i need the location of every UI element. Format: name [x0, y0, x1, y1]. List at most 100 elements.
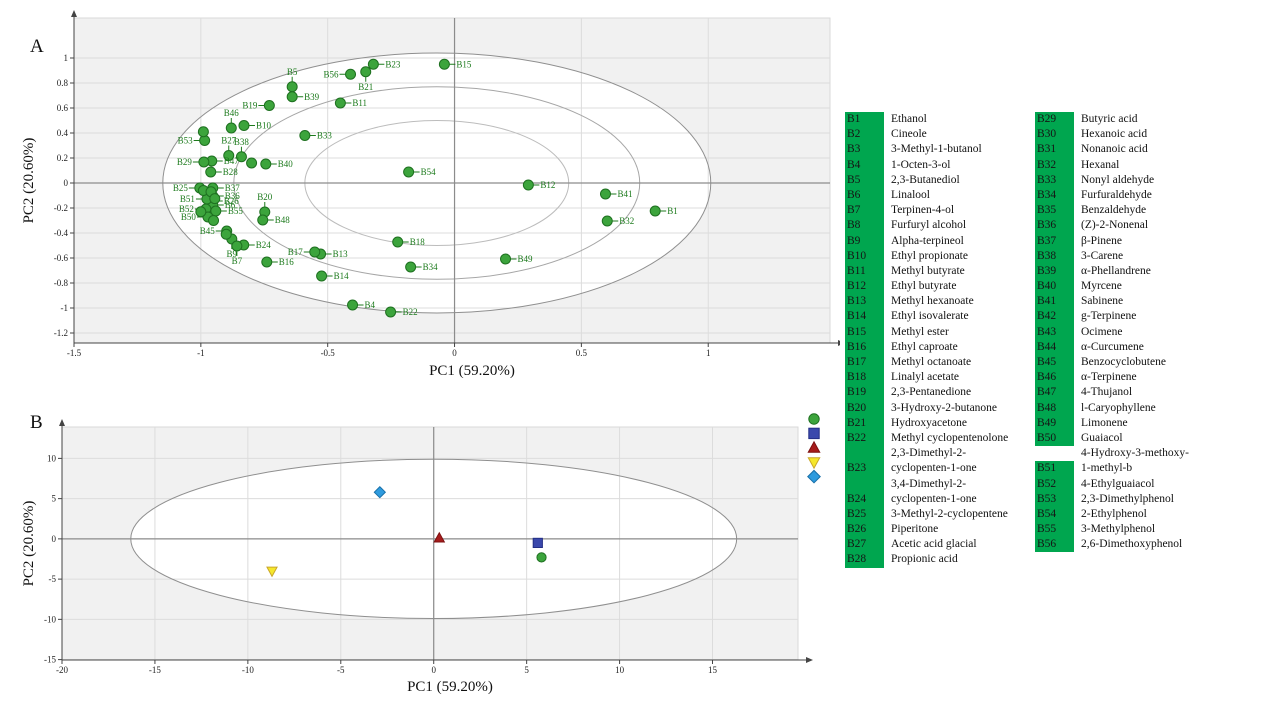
compound-row: B29 Butyric acid — [1035, 112, 1189, 128]
compound-name: 2-Ethylphenol — [1081, 507, 1147, 520]
compound-name: Nonyl aldehyde — [1081, 173, 1155, 186]
compound-table: B1 Ethanol B2 Cineole B3 3-Methyl-1-butanol B4… — [845, 112, 1264, 572]
data-point — [220, 228, 232, 240]
compound-name: Methyl butyrate — [891, 264, 965, 277]
point-label-B5: B5 — [287, 67, 298, 77]
compound-name: Hydroxyacetone — [891, 416, 967, 429]
compound-row: 3,4-Dimethyl-2- — [845, 476, 1008, 492]
compound-name: l-Caryophyllene — [1081, 401, 1156, 414]
data-point-B14 — [316, 270, 328, 282]
point-label-B47: B47 — [224, 156, 240, 166]
compound-name: Terpinen-4-ol — [891, 204, 955, 217]
compound-name: 3-Methylphenol — [1081, 523, 1156, 536]
compound-code: B29 — [1035, 112, 1074, 128]
compound-name: Ethyl caproate — [891, 340, 958, 353]
point-label-B36: B36 — [225, 191, 241, 201]
legend-marker-navy — [808, 427, 820, 440]
data-point-B33 — [299, 130, 311, 141]
point-label-B52: B52 — [179, 204, 194, 214]
compound-row: B4 1-Octen-3-ol — [845, 157, 1008, 173]
data-point-B48 — [257, 214, 269, 226]
point-label-B20: B20 — [257, 192, 273, 202]
compound-code: B18 — [845, 370, 884, 386]
x-axis-title: PC1 (59.20%) — [407, 679, 493, 695]
compound-row: B54 2-Ethylphenol — [1035, 506, 1189, 523]
compound-name: 4-Ethylguaiacol — [1081, 477, 1155, 490]
compound-name: Ethyl butyrate — [891, 280, 957, 293]
compound-code: B25 — [845, 506, 884, 523]
point-label-B12: B12 — [540, 180, 555, 190]
compound-name: Piperitone — [891, 523, 939, 536]
data-point-B1 — [649, 205, 661, 217]
compound-code: B51 — [1035, 461, 1074, 477]
y-axis-title: PC2 (20.60%) — [21, 501, 37, 587]
x-tick-label: 15 — [708, 665, 718, 675]
data-point-B40 — [260, 158, 272, 170]
panel-a-plot: 1 0.8 0.6 0.4 0.2 0 -0.2 -0.4 -0.6 -0.8 -1 -1.2 -1.5… — [21, 10, 840, 379]
data-point-B41 — [599, 188, 611, 200]
data-point-B10 — [238, 120, 250, 131]
compound-row: B15 Methyl ester — [845, 324, 1008, 340]
compound-name: cyclopenten-1-one — [891, 492, 977, 505]
data-point-B49 — [500, 253, 512, 265]
compound-code: B38 — [1035, 248, 1074, 264]
compound-name: 3-Methyl-1-butanol — [891, 143, 982, 156]
point-label-B11: B11 — [352, 98, 367, 108]
compound-row: B27 Acetic acid glacial — [845, 537, 1008, 553]
compound-code: B7 — [845, 203, 884, 219]
point-label-B56: B56 — [324, 69, 340, 79]
compound-code: B4 — [845, 157, 884, 173]
compound-name: Linalool — [891, 188, 930, 201]
compound-name: α-Curcumene — [1081, 340, 1144, 353]
compound-name: cyclopenten-1-one — [891, 462, 977, 475]
compound-row: B20 3-Hydroxy-2-butanone — [845, 400, 1008, 416]
point-label-B45: B45 — [200, 226, 216, 236]
compound-code: B9 — [845, 233, 884, 249]
compound-code — [845, 446, 884, 462]
compound-row: B37 β-Pinene — [1035, 233, 1189, 249]
compound-name: 1-methyl-b — [1081, 462, 1133, 475]
y-tick-label: 10 — [47, 453, 57, 463]
data-point-B7 — [231, 240, 243, 252]
compound-row: B52 4-Ethylguaiacol — [1035, 476, 1189, 492]
compound-code: B31 — [1035, 142, 1074, 158]
point-label-B41: B41 — [617, 189, 632, 199]
compound-name: Ocimene — [1081, 325, 1123, 338]
data-point — [433, 531, 446, 543]
panel-b-letter: B — [30, 412, 43, 433]
compound-name: Acetic acid glacial — [891, 538, 977, 551]
compound-table-column-1: B1 Ethanol B2 Cineole B3 3-Methyl-1-butanol B4… — [845, 112, 1008, 568]
compound-row: B14 Ethyl isovalerate — [845, 309, 1008, 325]
point-label-B29: B29 — [177, 157, 193, 167]
x-axis-arrow-icon — [838, 340, 840, 346]
data-point-B19 — [263, 100, 275, 111]
point-label-B38: B38 — [234, 137, 250, 147]
compound-name: Cineole — [891, 128, 927, 141]
y-tick-label: -0.6 — [54, 253, 69, 263]
data-point — [209, 193, 221, 205]
legend-marker-green — [808, 413, 820, 425]
point-label-B28: B28 — [223, 167, 239, 177]
compound-name: Methyl ester — [891, 325, 949, 338]
compound-code: B45 — [1035, 355, 1074, 371]
y-tick-label: 5 — [52, 494, 57, 504]
compound-name: β-Pinene — [1081, 234, 1122, 247]
point-label-B26: B26 — [224, 196, 240, 206]
y-tick-label: 0.4 — [57, 128, 69, 138]
compound-name: Guaiacol — [1081, 431, 1123, 444]
compound-row: B39 α-Phellandrene — [1035, 263, 1189, 280]
y-axis-title: PC2 (20.60%) — [21, 138, 37, 224]
point-label-B37: B37 — [225, 183, 241, 193]
compound-name: 1-Octen-3-ol — [891, 158, 951, 171]
panel-b-legend — [807, 413, 821, 484]
compound-table-column-2: B29 Butyric acid B30 Hexanoic acid B31 Nonano… — [1035, 112, 1189, 553]
compound-code: B14 — [845, 309, 884, 325]
compound-code: B15 — [845, 324, 884, 340]
y-tick-label: 0.6 — [57, 103, 69, 113]
panel-a-letter: A — [30, 36, 44, 57]
compound-name: 3,4-Dimethyl-2- — [891, 477, 967, 490]
compound-name: 2,3-Pentanedione — [891, 386, 972, 399]
point-label-B54: B54 — [421, 167, 437, 177]
compound-name: Sabinene — [1081, 295, 1124, 308]
compound-code: B53 — [1035, 491, 1074, 507]
